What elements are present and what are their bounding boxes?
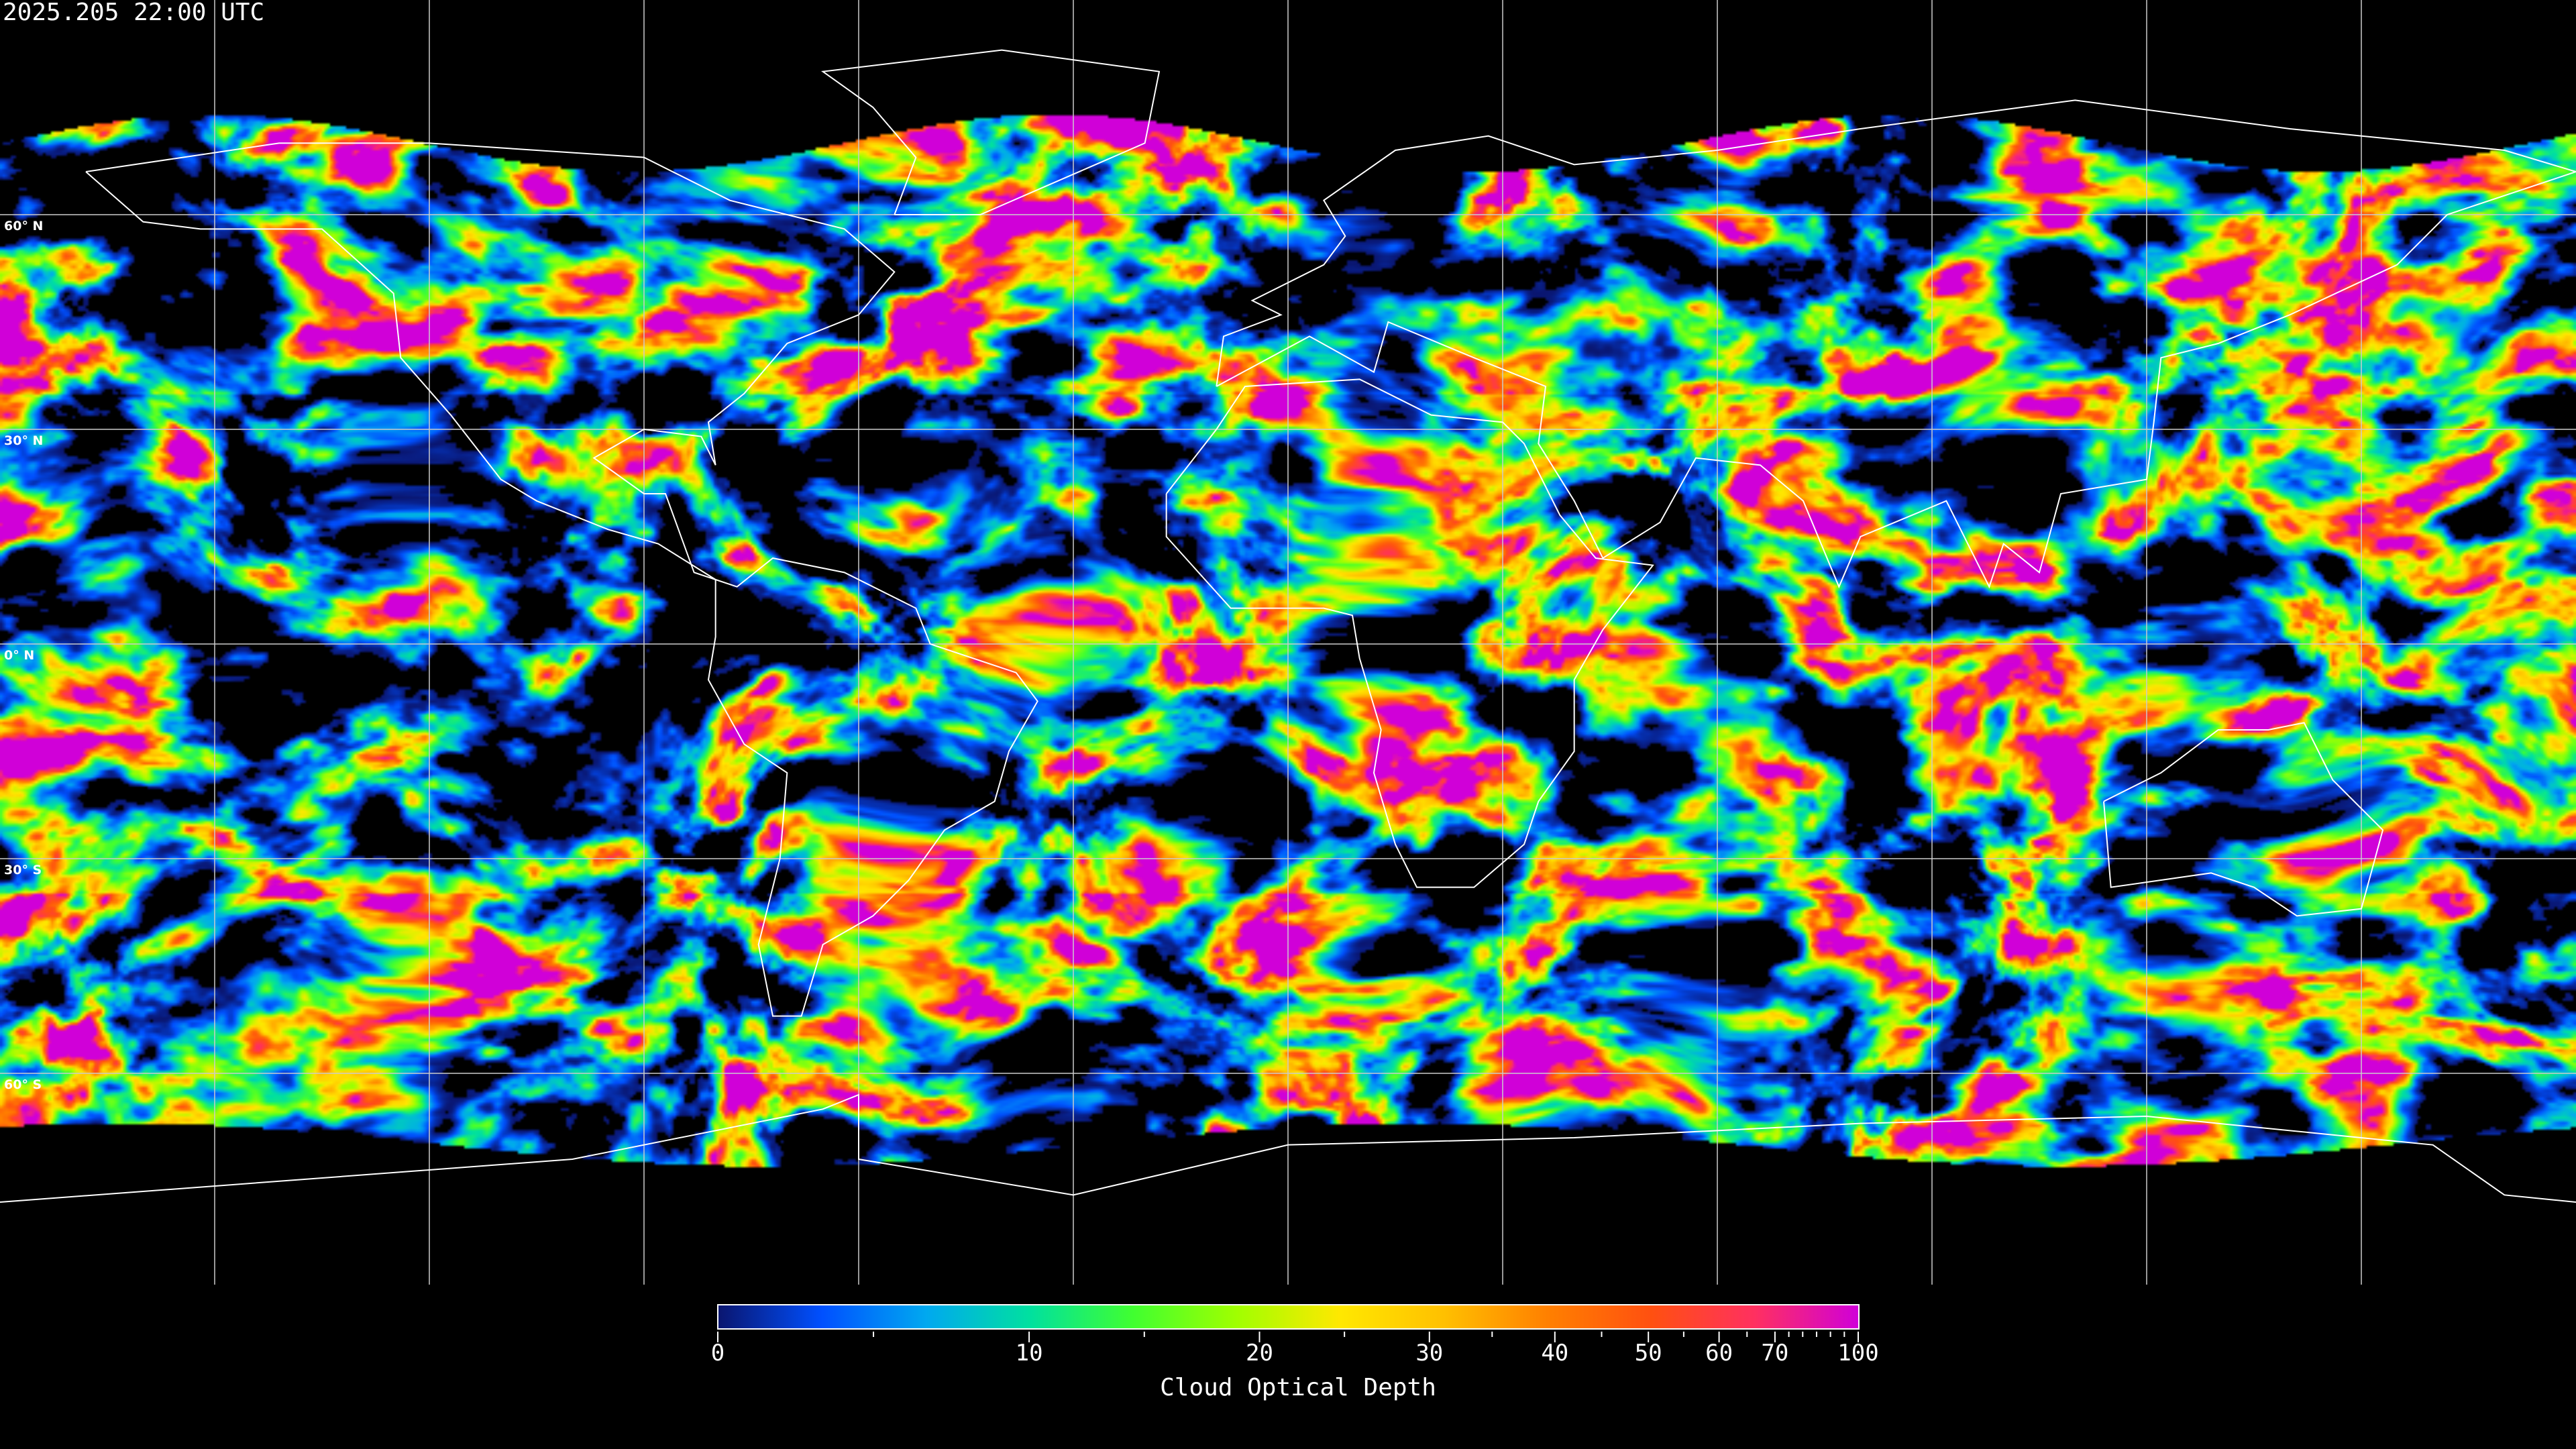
colorbar-tick-label: 50 bbox=[1634, 1340, 1662, 1366]
colorbar-tick-label: 100 bbox=[1837, 1340, 1879, 1366]
coastline bbox=[820, 49, 1161, 215]
graticule bbox=[0, 0, 2576, 1285]
colorbar-tick-label: 30 bbox=[1415, 1340, 1444, 1366]
coastline bbox=[2103, 722, 2384, 917]
coastline bbox=[85, 142, 896, 580]
colorbar-tick-label: 0 bbox=[710, 1340, 725, 1366]
colorbar-label: Cloud Optical Depth bbox=[1160, 1374, 1436, 1401]
timestamp-title: 2025.205 22:00 UTC bbox=[3, 0, 265, 26]
lat-label-30s: 30° S bbox=[4, 863, 42, 877]
lat-label-60n: 60° N bbox=[4, 219, 44, 233]
coastline bbox=[1216, 99, 2576, 589]
lat-label-equator: 0° N bbox=[4, 648, 35, 663]
colorbar bbox=[717, 1304, 1860, 1330]
coastline bbox=[0, 1093, 2576, 1203]
lat-label-60s: 60° S bbox=[4, 1077, 42, 1092]
colorbar-tick-label: 60 bbox=[1705, 1340, 1733, 1366]
lat-label-30n: 30° N bbox=[4, 433, 44, 448]
coastline bbox=[1165, 378, 1654, 888]
colorbar-tick-label: 10 bbox=[1015, 1340, 1043, 1366]
colorbar-tick-label: 70 bbox=[1761, 1340, 1789, 1366]
coastline bbox=[707, 557, 1038, 1017]
colorbar-tick-label: 20 bbox=[1246, 1340, 1273, 1366]
colorbar-tick-label: 40 bbox=[1541, 1340, 1569, 1366]
